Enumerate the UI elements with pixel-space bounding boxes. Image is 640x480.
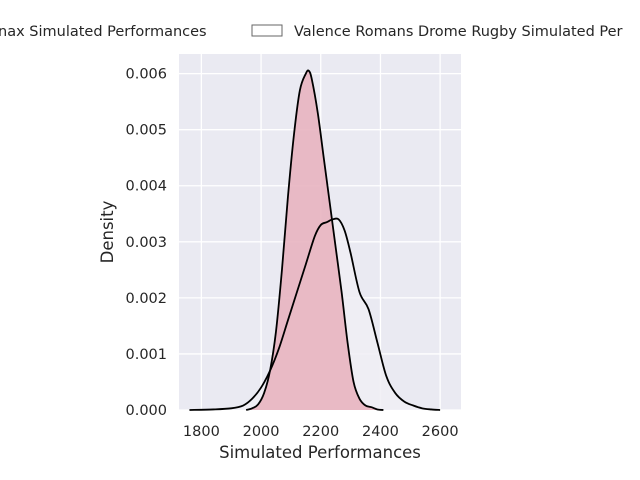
y-tick-labels: 0.000 0.001 0.002 0.003 0.004 0.005 0.006: [125, 67, 167, 419]
series-1-line: [245, 69, 384, 411]
x-tick-label: 2000: [243, 424, 280, 440]
y-tick-label: 0.002: [125, 291, 167, 307]
y-axis-label: Density: [98, 200, 117, 263]
y-tick-label: 0.003: [125, 235, 167, 251]
x-axis-label: Simulated Performances: [219, 443, 421, 462]
y-tick-label: 0.001: [125, 347, 167, 363]
x-tick-label: 2200: [302, 424, 339, 440]
legend-label-series-1: nax Simulated Performances: [0, 24, 207, 40]
y-tick-label: 0.005: [125, 123, 167, 139]
series-1-area: [246, 70, 384, 410]
x-tick-labels: 1800 2000 2200 2400 2600: [183, 424, 459, 440]
legend-swatch-series-2: [251, 24, 283, 37]
y-tick-label: 0.006: [125, 67, 167, 83]
x-tick-label: 2600: [422, 424, 459, 440]
legend-label-series-2: Valence Romans Drome Rugby Simulated Per: [294, 24, 623, 40]
x-tick-label: 1800: [183, 424, 220, 440]
y-tick-label: 0.004: [125, 179, 167, 195]
series-2-line: [189, 217, 441, 411]
legend: nax Simulated Performances Valence Roman…: [0, 24, 623, 40]
series-layer: [189, 69, 441, 411]
y-tick-label: 0.000: [125, 403, 167, 419]
x-tick-label: 2400: [362, 424, 399, 440]
